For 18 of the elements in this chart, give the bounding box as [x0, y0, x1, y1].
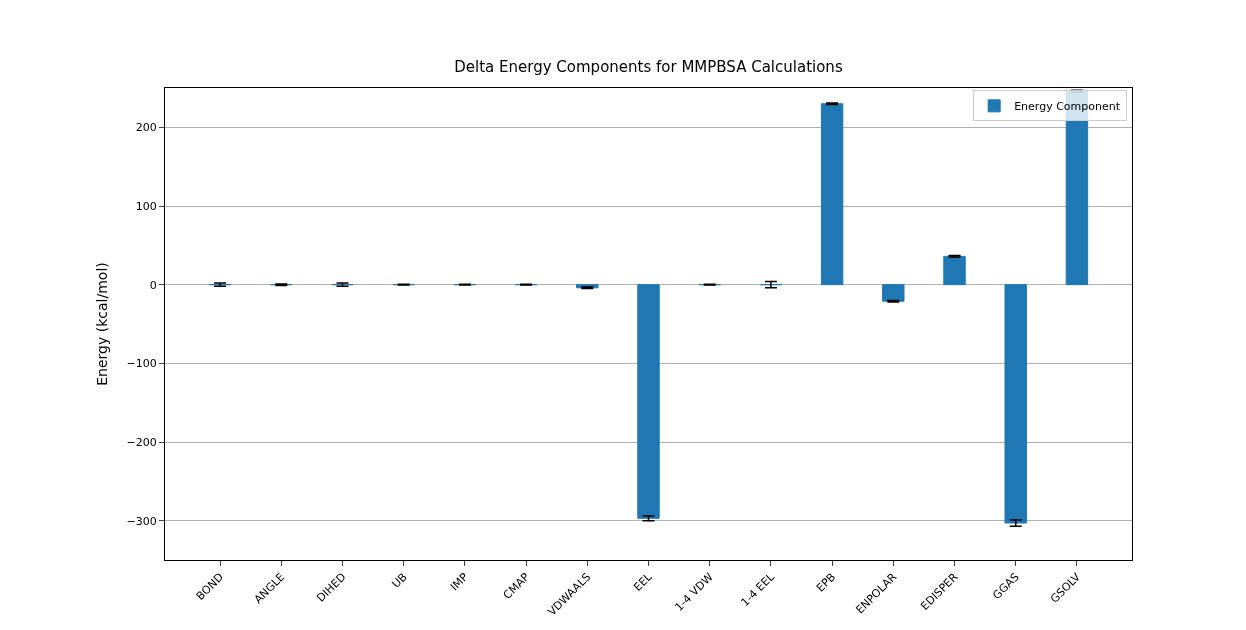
- bar: [882, 284, 905, 302]
- y-axis-title: Energy (kcal/mol): [94, 262, 111, 386]
- bar: [820, 103, 844, 286]
- chart-title: Delta Energy Components for MMPBSA Calculations: [454, 58, 843, 76]
- y-tick-label: 0: [149, 278, 157, 292]
- bar: [943, 255, 966, 286]
- y-tick-label: 200: [135, 121, 157, 135]
- x-tick-label: IMP: [448, 570, 472, 594]
- x-tick-label: UB: [389, 570, 410, 591]
- y-tick-label: −100: [126, 357, 157, 371]
- bar: [1004, 284, 1027, 524]
- y-tick-label: −200: [126, 435, 157, 449]
- x-tick-label: EEL: [631, 569, 656, 594]
- x-tick-label: 1-4 EEL: [738, 569, 778, 610]
- y-tick-label: 100: [135, 199, 157, 213]
- legend-label: Energy Component: [1014, 100, 1121, 114]
- bar: [637, 284, 660, 519]
- y-tick-label: −300: [126, 514, 157, 528]
